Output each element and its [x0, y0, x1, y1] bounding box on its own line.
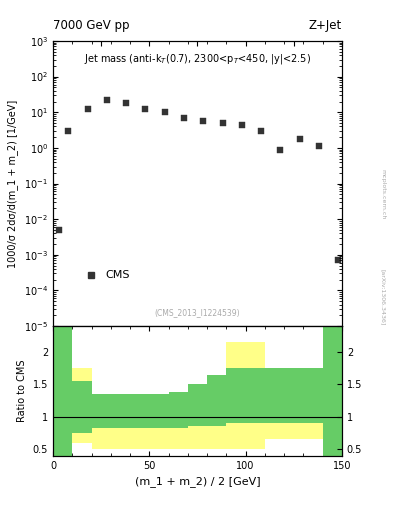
Y-axis label: 1000/σ 2dσ/d(m_1 + m_2) [1/GeV]: 1000/σ 2dσ/d(m_1 + m_2) [1/GeV] — [7, 99, 18, 268]
Text: 7000 GeV pp: 7000 GeV pp — [53, 19, 130, 32]
Text: [arXiv:1306.3436]: [arXiv:1306.3436] — [381, 269, 386, 325]
Y-axis label: Ratio to CMS: Ratio to CMS — [17, 359, 27, 422]
Text: Z+Jet: Z+Jet — [309, 19, 342, 32]
Text: mcplots.cern.ch: mcplots.cern.ch — [381, 169, 386, 220]
X-axis label: (m_1 + m_2) / 2 [GeV]: (m_1 + m_2) / 2 [GeV] — [135, 476, 260, 487]
Text: (CMS_2013_I1224539): (CMS_2013_I1224539) — [155, 309, 240, 317]
Text: CMS: CMS — [105, 270, 130, 280]
Text: Jet mass (anti-k$_T$(0.7), 2300<p$_T$<450, |y|<2.5): Jet mass (anti-k$_T$(0.7), 2300<p$_T$<45… — [84, 52, 311, 67]
